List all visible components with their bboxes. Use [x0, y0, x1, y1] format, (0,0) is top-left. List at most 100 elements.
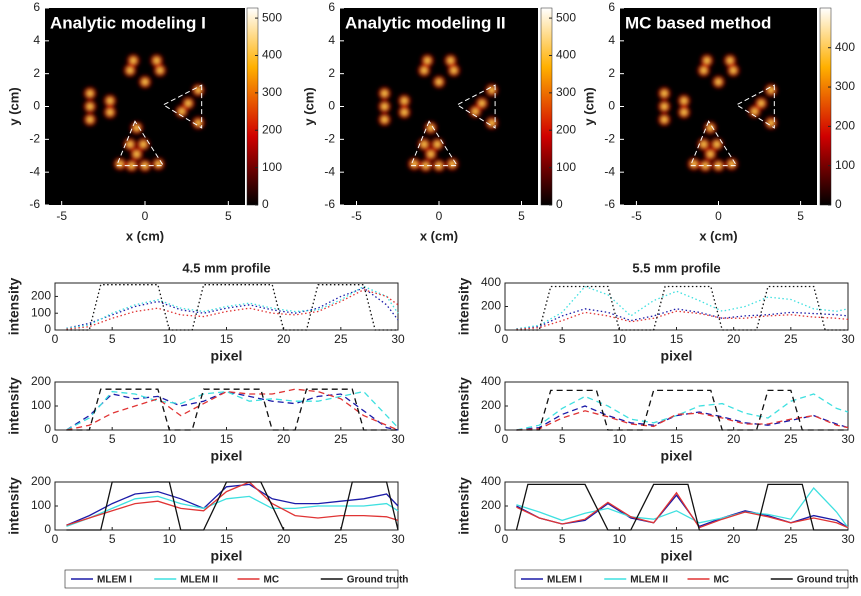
y-tick-label: 200: [31, 474, 51, 488]
y-tick-label: -2: [29, 132, 40, 146]
blob-core: [489, 120, 495, 126]
blob-core: [436, 79, 442, 85]
x-tick-label: 30: [391, 332, 405, 346]
x-tick-label: 0: [502, 532, 509, 546]
triangle-outline: [735, 84, 775, 129]
y-tick-label: 200: [481, 498, 501, 512]
y-tick-label: 6: [328, 0, 335, 14]
y-tick-label: 2: [608, 66, 615, 80]
x-axis-label: pixel: [661, 348, 693, 364]
y-axis-label: intensity: [456, 377, 472, 435]
blob-core: [701, 67, 707, 73]
x-axis-label: x (cm): [126, 228, 164, 243]
blob-core: [661, 90, 667, 96]
y-tick-label: -6: [29, 197, 40, 211]
blob-core: [661, 103, 667, 110]
series-line: [515, 483, 848, 531]
colorbar-tick-label: 400: [556, 48, 576, 62]
image-title: MC based method: [625, 13, 771, 32]
blob-core: [752, 108, 758, 115]
blob-core: [451, 67, 457, 73]
colorbar-tick-label: 300: [835, 79, 855, 93]
y-tick-label: 0: [494, 522, 501, 536]
plot-frame: [504, 381, 849, 431]
blob-core: [758, 100, 764, 106]
triangle-outline: [456, 84, 496, 129]
blob-core: [179, 108, 185, 115]
blob-core: [140, 141, 146, 147]
x-tick-label: 10: [163, 432, 177, 446]
blob-core: [681, 98, 687, 104]
colorbar-tick-label: 500: [556, 10, 576, 24]
series-line: [66, 390, 399, 431]
blob-core: [401, 109, 407, 115]
blob-core: [428, 151, 434, 157]
x-axis-label: x (cm): [699, 228, 737, 243]
legend-label: Ground truth: [347, 575, 409, 586]
blob-core: [381, 90, 388, 96]
y-tick-label: 400: [481, 474, 501, 488]
colorbar-tick-label: 200: [835, 119, 855, 133]
blob-core: [107, 98, 113, 104]
colorbar: [246, 7, 259, 206]
colorbar-tick-label: 400: [262, 48, 282, 62]
colorbar-tick-label: 100: [262, 160, 282, 174]
x-tick-label: 15: [670, 332, 684, 346]
y-tick-label: -6: [604, 197, 615, 211]
heatmap-blobs: [378, 54, 498, 172]
image-title: Analytic modeling I: [50, 13, 206, 32]
chart-title: 4.5 mm profile: [182, 260, 270, 275]
x-tick-label: 30: [841, 432, 855, 446]
blob-core: [107, 109, 113, 115]
y-tick-label: 2: [328, 66, 335, 80]
series-line: [66, 388, 399, 431]
x-axis-label: pixel: [661, 448, 693, 464]
y-tick-label: -4: [324, 164, 335, 178]
colorbar-tick-label: 300: [262, 85, 282, 99]
blob-core: [154, 57, 160, 64]
series-line: [516, 491, 849, 529]
blob-core: [714, 141, 720, 147]
x-tick-label: 20: [277, 532, 291, 546]
blob-core: [87, 103, 93, 110]
y-tick-label: -2: [324, 132, 335, 146]
y-tick-label: 0: [44, 322, 51, 336]
image-title: Analytic modeling II: [345, 13, 506, 32]
y-axis-label: intensity: [456, 278, 472, 336]
y-axis-label: y (cm): [6, 87, 21, 125]
heatmap-image: [45, 8, 245, 205]
y-tick-label: 0: [328, 99, 335, 113]
x-tick-label: 10: [163, 332, 177, 346]
legend-label: MLEM I: [97, 575, 132, 586]
colorbar-tick-label: 500: [262, 10, 282, 24]
x-tick-label: 30: [841, 532, 855, 546]
x-tick-label: -5: [56, 209, 67, 223]
x-axis-label: pixel: [211, 448, 243, 464]
blob-core: [715, 79, 722, 85]
x-tick-label: 20: [277, 332, 291, 346]
blob-core: [681, 109, 687, 115]
x-tick-label: 25: [784, 332, 798, 346]
series-line: [516, 410, 849, 431]
y-tick-label: 2: [33, 66, 40, 80]
heatmap-image: [620, 8, 817, 205]
y-tick-label: 0: [33, 99, 40, 113]
series-line: [66, 481, 399, 526]
legend-box: [64, 569, 399, 589]
x-tick-label: 5: [559, 432, 566, 446]
x-tick-label: 20: [727, 532, 741, 546]
x-tick-label: 0: [436, 209, 443, 223]
colorbar-tick-label: 0: [262, 197, 269, 211]
x-tick-label: 20: [277, 432, 291, 446]
y-tick-label: 200: [31, 289, 51, 303]
blob-core: [142, 79, 148, 85]
blob-core: [424, 57, 431, 64]
series-line: [516, 389, 848, 431]
y-tick-label: 0: [494, 322, 501, 336]
x-tick-label: 15: [670, 532, 684, 546]
blob-core: [707, 151, 713, 157]
y-tick-label: 0: [44, 522, 51, 536]
series-line: [516, 285, 848, 331]
blob-core: [127, 141, 133, 147]
